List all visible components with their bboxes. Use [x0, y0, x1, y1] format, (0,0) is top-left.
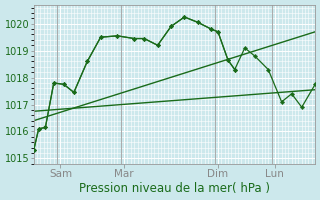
X-axis label: Pression niveau de la mer( hPa ): Pression niveau de la mer( hPa ) — [79, 182, 270, 195]
